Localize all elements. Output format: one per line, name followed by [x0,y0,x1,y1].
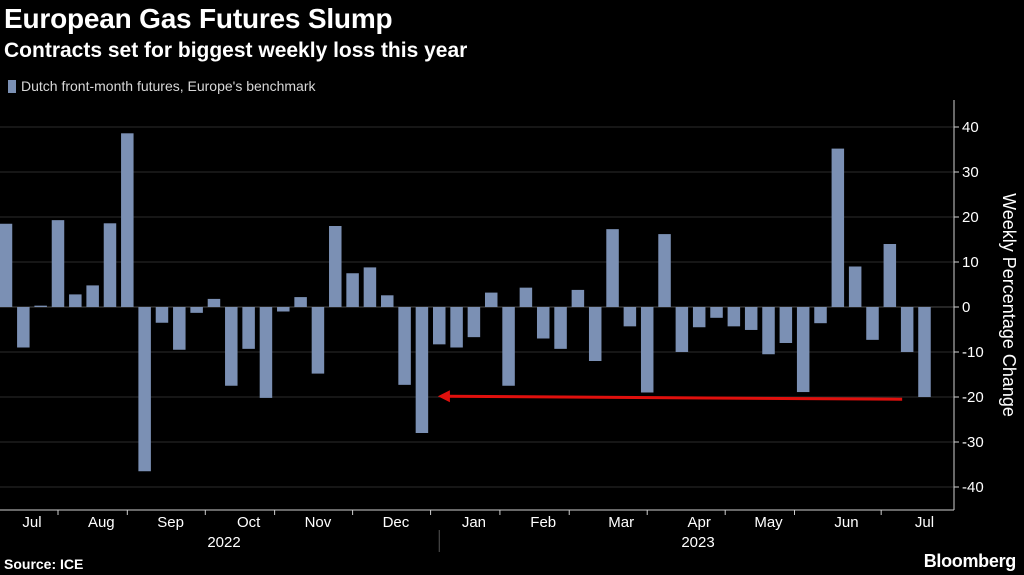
x-tick-label: Sep [157,514,184,531]
y-tick-label: -30 [962,434,984,451]
bar [34,305,47,307]
x-tick-label: Apr [688,514,711,531]
annotation-arrow-head [437,390,450,403]
x-tick-label: Aug [88,514,115,531]
x-tick-label: Jan [462,514,486,531]
x-tick-label: Nov [305,514,332,531]
bar [762,307,775,355]
bar [467,307,481,338]
bar [207,298,221,307]
bar [311,307,325,374]
bar [277,307,290,312]
legend-swatch [8,79,16,93]
bar [190,307,203,313]
bar [848,266,862,307]
bar [727,307,741,327]
bar [398,307,411,385]
x-tick-label: Jul [22,514,41,531]
bar [0,223,13,307]
bar [51,220,65,307]
bar [571,289,585,307]
x-tick-label: May [754,514,783,531]
bar [173,307,186,350]
y-tick-label: 30 [962,164,979,181]
bar [450,307,463,348]
bar [692,307,706,328]
bar [121,133,134,307]
chart-subtitle: Contracts set for biggest weekly loss th… [4,39,468,62]
bar [259,307,273,398]
y-tick-label: 10 [962,254,979,271]
x-tick-label: Dec [383,514,410,531]
bar [658,234,671,307]
bar [294,297,307,307]
bar [606,229,619,307]
bar [346,273,359,307]
y-tick-label: -40 [962,479,984,496]
bar [710,307,723,318]
bar [588,307,602,361]
bar [69,294,82,307]
bar [484,292,498,307]
bar [779,307,793,343]
bar [814,307,827,324]
bar [536,307,550,339]
x-tick-label: Jun [834,514,858,531]
bar [900,307,914,352]
x-tick-label: Mar [608,514,634,531]
bar [433,307,446,345]
bar [415,307,429,433]
bar [675,307,689,352]
source-note: Source: ICE [4,556,84,572]
bar [866,307,879,340]
bar [918,307,931,397]
y-tick-label: 40 [962,119,979,136]
bar [363,267,377,307]
bloomberg-logo: Bloomberg [923,551,1017,571]
annotation-arrow-line [445,394,903,401]
bar [831,148,845,307]
bar [138,307,151,472]
bar [502,307,515,386]
y-axis-title: Weekly Percentage Change [999,193,1019,417]
y-tick-label: -20 [962,389,984,406]
bar [381,295,394,307]
bar [86,285,99,307]
y-tick-label: 20 [962,209,979,226]
bar [623,307,637,327]
y-tick-label: 0 [962,299,970,316]
bar [242,307,255,349]
y-tick-label: -10 [962,344,984,361]
x-tick-label: Feb [530,514,556,531]
x-tick-label: Jul [915,514,934,531]
bar [554,307,567,349]
bar [796,307,810,393]
bar [17,307,30,348]
bar [640,307,654,393]
bar [103,223,117,307]
bar [225,307,238,386]
bar [744,307,758,330]
bar [519,287,533,307]
year-label: 2022 [207,534,240,551]
x-tick-label: Oct [237,514,261,531]
bar [329,226,342,307]
legend-label: Dutch front-month futures, Europe's benc… [21,78,316,94]
year-label: 2023 [681,534,714,551]
chart-title: European Gas Futures Slump [4,3,393,34]
bar [155,307,169,323]
bar [883,244,897,307]
legend: Dutch front-month futures, Europe's benc… [8,78,315,94]
